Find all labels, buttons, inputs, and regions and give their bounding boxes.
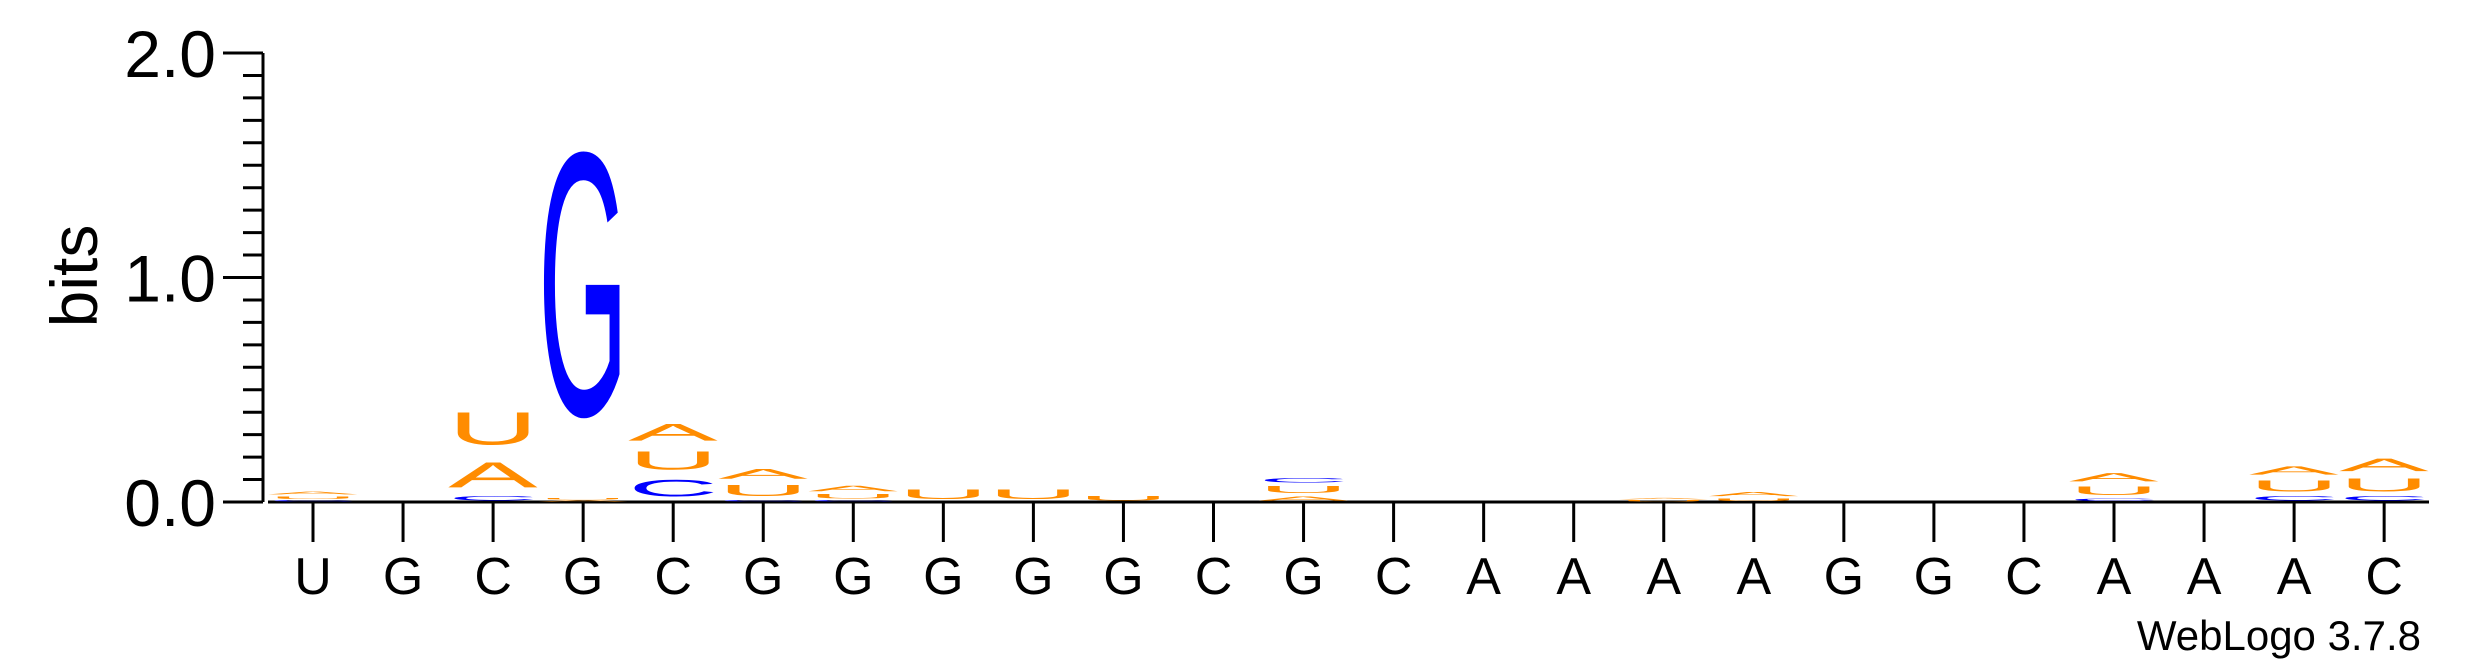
logo-letter: U: [1709, 497, 1799, 502]
logo-letter: A: [2069, 471, 2159, 484]
x-tick-label: G: [1013, 548, 1053, 606]
x-tick-label: A: [1736, 548, 1771, 606]
logo-letter: U: [898, 486, 988, 502]
logo-letter: A: [1619, 498, 1709, 500]
x-tick-label: G: [563, 548, 603, 606]
x-tick-label: G: [923, 548, 963, 606]
logo-letter: U: [2069, 484, 2159, 497]
y-axis: 0.0 1.0 2.0: [124, 17, 265, 540]
logo-letter: C: [2339, 495, 2429, 502]
x-tick-label: G: [743, 548, 783, 606]
y-tick-label: 0.0: [124, 466, 216, 540]
x-tick-label: A: [1646, 548, 1681, 606]
y-tick-label: 1.0: [124, 242, 216, 316]
logo-letter: U: [538, 497, 628, 499]
logo-letter: C: [718, 500, 808, 502]
logo-letter: A: [808, 484, 898, 493]
logo-letter: U: [1619, 500, 1709, 502]
x-tick-label: G: [383, 548, 423, 606]
logo-letter: U: [448, 403, 538, 455]
logo-letter: C: [268, 500, 358, 502]
x-tick-label: A: [1466, 548, 1501, 606]
logo-letter: U: [718, 482, 808, 500]
logo-letter: U: [1078, 495, 1168, 502]
x-tick-label: C: [2365, 548, 2403, 606]
logo-letter: A: [1259, 495, 1349, 502]
x-tick-label: A: [2097, 548, 2132, 606]
logo-letter: C: [2069, 497, 2159, 502]
y-axis-label: bits: [37, 225, 111, 328]
x-tick-label: C: [2005, 548, 2043, 606]
logo-letter: U: [988, 486, 1078, 502]
logo-letter: A: [1709, 491, 1799, 498]
logo-letter: C: [628, 475, 718, 502]
logo-letter: C: [808, 500, 898, 502]
x-tick-label: C: [1195, 548, 1233, 606]
logo-letter: U: [628, 446, 718, 475]
x-tick-label: G: [1914, 548, 1954, 606]
logo-letter: U: [808, 493, 898, 500]
x-tick-label: A: [1556, 548, 1591, 606]
logo-letter: A: [718, 466, 808, 482]
x-tick-label: G: [1103, 548, 1143, 606]
x-tick-label: A: [2187, 548, 2222, 606]
logo-letter: A: [448, 455, 538, 495]
logo-letter: C: [448, 495, 538, 502]
logo-letter: U: [2249, 477, 2339, 495]
x-tick-label: A: [2277, 548, 2312, 606]
logo-letter: U: [1259, 484, 1349, 495]
logo-letter: U: [268, 495, 358, 500]
x-tick-label: G: [1824, 548, 1864, 606]
x-tick-label: C: [1375, 548, 1413, 606]
logo-letter: A: [2339, 455, 2429, 475]
logo-letter: G: [538, 75, 628, 495]
logo-letter: A: [538, 500, 628, 502]
x-tick-label: C: [474, 548, 512, 606]
logo-letter: A: [268, 491, 358, 495]
logo-letter: C: [2249, 495, 2339, 502]
x-tick-label: U: [294, 548, 332, 606]
logo-letter: A: [2249, 464, 2339, 477]
logo-letter: C: [1259, 477, 1349, 484]
logo-letter: A: [628, 419, 718, 446]
y-tick-label: 2.0: [124, 17, 216, 91]
x-tick-label: G: [1283, 548, 1323, 606]
logo-letter: U: [2339, 475, 2429, 495]
x-tick-label: G: [833, 548, 873, 606]
credit-text: WebLogo 3.7.8: [2137, 612, 2421, 659]
x-tick-label: C: [654, 548, 692, 606]
